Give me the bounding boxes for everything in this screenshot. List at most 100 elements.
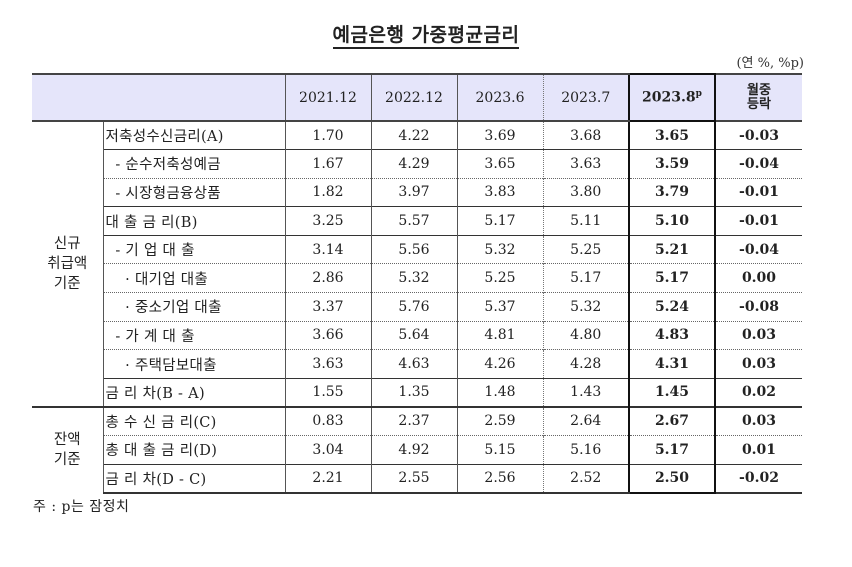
row-label: 대 출 금 리(B): [102, 206, 285, 236]
interest-rate-table: 2021.12 2022.12 2023.6 2023.7 2023.8p 월중…: [32, 73, 802, 494]
cell-change: -0.08: [714, 292, 802, 322]
table-row: - 가 계 대 출 3.66 5.64 4.81 4.80 4.83 0.03: [32, 320, 802, 350]
cell-value: 1.35: [370, 377, 457, 407]
cell-value-latest: 3.65: [628, 120, 716, 150]
header-2022-12: 2022.12: [370, 73, 457, 122]
cell-value: 2.52: [542, 463, 629, 494]
cell-value: 3.80: [542, 177, 629, 207]
cell-value: 3.83: [456, 177, 543, 207]
table-row: · 주택담보대출 3.63 4.63 4.26 4.28 4.31 0.03: [32, 349, 802, 379]
row-label: 금 리 차(B - A): [102, 377, 285, 407]
cell-change: -0.04: [714, 234, 802, 264]
cell-value: 3.63: [284, 349, 371, 379]
cell-value: 5.57: [370, 206, 457, 236]
cell-value: 3.68: [542, 120, 629, 150]
table-row: 잔액 기준 총 수 신 금 리(C) 0.83 2.37 2.59 2.64 2…: [32, 405, 802, 493]
group-new-loans: 신규 취급액 기준: [32, 120, 103, 407]
cell-value: 2.86: [284, 263, 371, 293]
row-label: · 대기업 대출: [102, 263, 285, 293]
table-row: 총 대 출 금 리(D) 3.04 4.92 5.15 5.16 5.17 0.…: [32, 435, 802, 465]
table-row: - 시장형금융상품 1.82 3.97 3.83 3.80 3.79 -0.01: [32, 177, 802, 207]
cell-change: 0.03: [714, 320, 802, 350]
cell-value: 3.63: [542, 149, 629, 179]
cell-value-latest: 4.83: [628, 320, 716, 350]
cell-value-latest: 5.21: [628, 234, 716, 264]
footnote: 주 : p는 잠정치: [33, 499, 130, 515]
cell-value: 4.26: [456, 349, 543, 379]
cell-value: 2.59: [456, 405, 543, 436]
row-label: · 중소기업 대출: [102, 292, 285, 322]
row-label: - 가 계 대 출: [102, 320, 285, 350]
cell-value: 4.81: [456, 320, 543, 350]
cell-value: 5.32: [456, 234, 543, 264]
cell-value: 2.56: [456, 463, 543, 494]
cell-value-latest: 3.59: [628, 149, 716, 179]
cell-value: 1.48: [456, 377, 543, 407]
cell-value-latest: 5.17: [628, 435, 716, 465]
cell-value: 5.32: [542, 292, 629, 322]
cell-value: 5.76: [370, 292, 457, 322]
cell-value: 3.37: [284, 292, 371, 322]
cell-value: 3.25: [284, 206, 371, 236]
cell-value: 3.14: [284, 234, 371, 264]
cell-value: 5.15: [456, 435, 543, 465]
cell-change: -0.02: [714, 463, 802, 494]
cell-value: 5.25: [542, 234, 629, 264]
cell-change: 0.00: [714, 263, 802, 293]
cell-value: 4.22: [370, 120, 457, 150]
cell-value: 2.64: [542, 405, 629, 436]
header-monthly-change: 월중 등락: [714, 73, 802, 122]
cell-value: 4.28: [542, 349, 629, 379]
row-label: · 주택담보대출: [102, 349, 285, 379]
cell-value: 3.65: [456, 149, 543, 179]
cell-value: 4.80: [542, 320, 629, 350]
header-2021-12: 2021.12: [284, 73, 371, 122]
cell-change: -0.01: [714, 177, 802, 207]
cell-value: 5.17: [542, 263, 629, 293]
cell-value: 2.55: [370, 463, 457, 494]
cell-value-latest: 5.24: [628, 292, 716, 322]
header-2023-6: 2023.6: [456, 73, 543, 122]
cell-value: 5.25: [456, 263, 543, 293]
table-row: · 대기업 대출 2.86 5.32 5.25 5.17 5.17 0.00: [32, 263, 802, 293]
cell-value: 5.37: [456, 292, 543, 322]
row-label: - 시장형금융상품: [102, 177, 285, 207]
cell-value: 5.11: [542, 206, 629, 236]
cell-value: 1.67: [284, 149, 371, 179]
cell-value-latest: 4.31: [628, 349, 716, 379]
cell-value: 5.64: [370, 320, 457, 350]
table-row: - 순수저축성예금 1.67 4.29 3.65 3.63 3.59 -0.04: [32, 149, 802, 179]
table-row: 금 리 차(D - C) 2.21 2.55 2.56 2.52 2.50 -0…: [32, 463, 802, 494]
cell-value: 4.92: [370, 435, 457, 465]
header-row: 2021.12 2022.12 2023.6 2023.7 2023.8p 월중…: [32, 73, 802, 122]
cell-value: 2.21: [284, 463, 371, 494]
header-2023-7: 2023.7: [542, 73, 629, 122]
cell-change: 0.01: [714, 435, 802, 465]
row-label: 금 리 차(D - C): [102, 463, 285, 494]
cell-value: 4.29: [370, 149, 457, 179]
cell-value: 1.43: [542, 377, 629, 407]
cell-change: -0.04: [714, 149, 802, 179]
cell-value: 3.66: [284, 320, 371, 350]
table-row: · 중소기업 대출 3.37 5.76 5.37 5.32 5.24 -0.08: [32, 292, 802, 322]
cell-value: 3.97: [370, 177, 457, 207]
cell-value-latest: 3.79: [628, 177, 716, 207]
cell-change: 0.03: [714, 405, 802, 436]
cell-value: 5.56: [370, 234, 457, 264]
cell-value: 1.82: [284, 177, 371, 207]
table-row: - 기 업 대 출 3.14 5.56 5.32 5.25 5.21 -0.04: [32, 234, 802, 264]
cell-value: 5.17: [456, 206, 543, 236]
provisional-marker: p: [695, 89, 702, 100]
table-row: 대 출 금 리(B) 3.25 5.57 5.17 5.11 5.10 -0.0…: [32, 206, 802, 236]
table-row: 금 리 차(B - A) 1.55 1.35 1.48 1.43 1.45 0.…: [32, 377, 802, 407]
header-blank: [32, 73, 285, 122]
header-2023-8: 2023.8p: [628, 73, 716, 122]
cell-value: 4.63: [370, 349, 457, 379]
row-label: - 기 업 대 출: [102, 234, 285, 264]
cell-value: 1.70: [284, 120, 371, 150]
cell-value-latest: 1.45: [628, 377, 716, 407]
cell-value-latest: 5.17: [628, 263, 716, 293]
cell-change: -0.01: [714, 206, 802, 236]
cell-value-latest: 2.50: [628, 463, 716, 494]
cell-value: 1.55: [284, 377, 371, 407]
